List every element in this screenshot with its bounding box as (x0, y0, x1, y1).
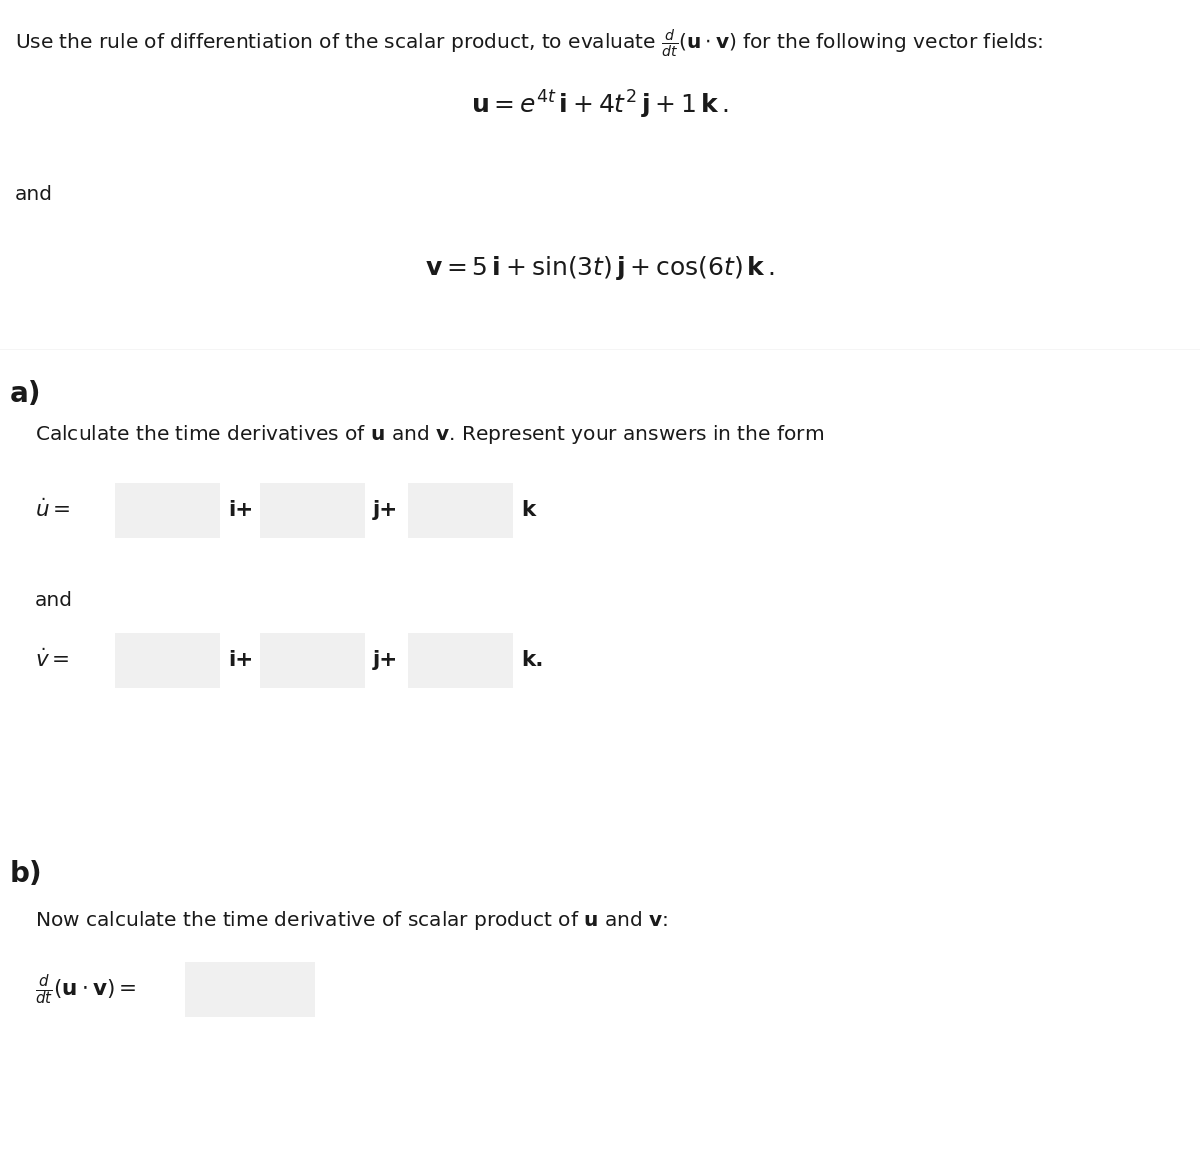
FancyBboxPatch shape (253, 632, 371, 689)
Text: Calculate the time derivatives of $\mathbf{u}$ and $\mathbf{v}$. Represent your : Calculate the time derivatives of $\math… (35, 423, 824, 446)
Text: $\mathbf{u} = e^{4t}\,\mathbf{i} + 4t^2\,\mathbf{j} + 1\,\mathbf{k}\,.$: $\mathbf{u} = e^{4t}\,\mathbf{i} + 4t^2\… (472, 89, 728, 121)
FancyBboxPatch shape (402, 481, 520, 540)
Text: Use the rule of differentiation of the scalar product, to evaluate $\frac{d}{dt}: Use the rule of differentiation of the s… (14, 28, 1043, 60)
FancyBboxPatch shape (109, 632, 227, 689)
FancyBboxPatch shape (178, 960, 323, 1018)
Text: b): b) (10, 860, 43, 888)
Text: a): a) (10, 380, 42, 408)
Text: and: and (14, 186, 53, 204)
FancyBboxPatch shape (253, 481, 371, 540)
Text: $\frac{d}{dt}(\mathbf{u} \cdot \mathbf{v})=$: $\frac{d}{dt}(\mathbf{u} \cdot \mathbf{v… (35, 973, 137, 1008)
Text: k.: k. (521, 650, 544, 670)
Text: i+: i+ (228, 500, 253, 520)
Text: $\dot{v} =$: $\dot{v} =$ (35, 649, 70, 671)
Text: i+: i+ (228, 650, 253, 670)
Text: k: k (521, 500, 535, 520)
Text: $\mathbf{v} = 5\,\mathbf{i} + \sin(3t)\,\mathbf{j} + \cos(6t)\,\mathbf{k}\,.$: $\mathbf{v} = 5\,\mathbf{i} + \sin(3t)\,… (425, 254, 775, 282)
Text: $\dot{u} =$: $\dot{u} =$ (35, 498, 71, 521)
Text: j+: j+ (373, 500, 398, 520)
Text: Now calculate the time derivative of scalar product of $\mathbf{u}$ and $\mathbf: Now calculate the time derivative of sca… (35, 909, 668, 932)
FancyBboxPatch shape (109, 481, 227, 540)
Text: j+: j+ (373, 650, 398, 670)
Text: and: and (35, 590, 73, 610)
FancyBboxPatch shape (402, 632, 520, 689)
